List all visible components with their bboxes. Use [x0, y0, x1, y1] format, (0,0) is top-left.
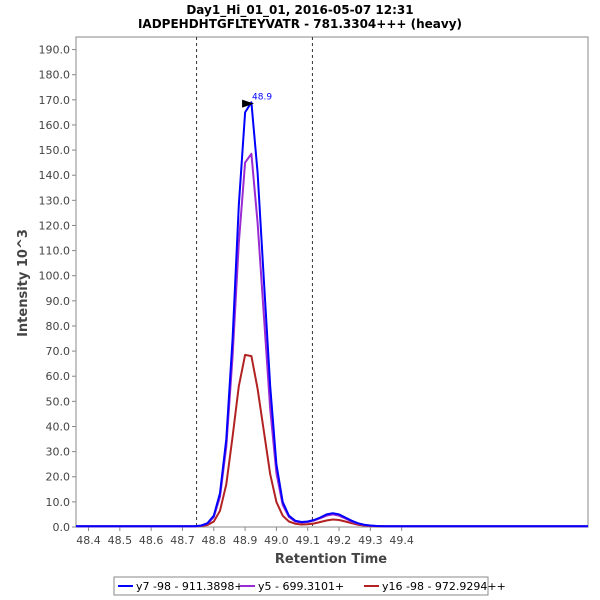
- y-tick-label: 0.0: [53, 521, 71, 534]
- peak-marker-icon: [242, 99, 255, 108]
- legend: y7 -98 - 911.3898+ y5 - 699.3101+ y16 -98 …: [113, 576, 506, 596]
- series-lines: [76, 101, 588, 528]
- x-tick-label: 49.3: [358, 534, 383, 547]
- y-tick-label: 30.0: [46, 446, 71, 459]
- chart-title: Day1_Hi_01_01, 2016-05-07 12:31: [186, 3, 413, 18]
- y-tick-label: 130.0: [39, 194, 71, 207]
- x-tick-label: 49.4: [389, 534, 414, 547]
- x-tick-label: 48.7: [170, 534, 195, 547]
- peak-annotation-label: 48.9: [252, 93, 272, 103]
- x-tick-label: 48.4: [76, 534, 101, 547]
- peak-boundaries: [196, 37, 313, 527]
- y-tick-label: 50.0: [46, 395, 71, 408]
- y-tick-label: 60.0: [46, 370, 71, 383]
- y-tick-label: 180.0: [39, 69, 71, 82]
- series-line: [76, 101, 588, 528]
- plot-area: [75, 36, 589, 528]
- x-tick-label: 48.5: [108, 534, 133, 547]
- x-tick-label: 49.0: [264, 534, 289, 547]
- legend-box: [113, 576, 489, 596]
- y-tick-label: 40.0: [46, 420, 71, 433]
- y-axis: 0.0 10.0 20.0 30.0 40.0 50.0 60.0 70.0 80.0 90.0 1…: [39, 44, 76, 534]
- x-tick-label: 48.6: [139, 534, 164, 547]
- y-tick-label: 160.0: [39, 119, 71, 132]
- x-tick-label: 48.9: [233, 534, 258, 547]
- legend-label: y7 -98 - 911.3898+: [136, 580, 244, 593]
- x-tick-label: 49.2: [327, 534, 352, 547]
- y-tick-label: 80.0: [46, 320, 71, 333]
- y-tick-label: 150.0: [39, 144, 71, 157]
- x-tick-label: 49.1: [295, 534, 320, 547]
- y-tick-label: 110.0: [39, 245, 71, 258]
- y-tick-label: 20.0: [46, 471, 71, 484]
- y-tick-label: 90.0: [46, 295, 71, 308]
- legend-label: y16 -98 - 972.9294++: [382, 580, 506, 593]
- y-tick-label: 10.0: [46, 496, 71, 509]
- y-tick-label: 70.0: [46, 345, 71, 358]
- x-tick-label: 48.8: [202, 534, 227, 547]
- x-axis: 48.4 48.5 48.6 48.7 48.8 48.9 49.0 49.1 49.2 49.3…: [76, 527, 414, 547]
- peak-annotation: 48.9: [242, 93, 272, 108]
- y-tick-label: 100.0: [39, 270, 71, 283]
- legend-label: y5 - 699.3101+: [258, 580, 344, 593]
- y-tick-label: 170.0: [39, 94, 71, 107]
- y-tick-label: 120.0: [39, 219, 71, 232]
- y-axis-label: Intensity 10^3: [16, 229, 31, 337]
- y-tick-label: 140.0: [39, 169, 71, 182]
- y-tick-label: 190.0: [39, 44, 71, 57]
- chart-subtitle: IADPEHDHTGFLTEYVATR - 781.3304+++ (heavy…: [138, 17, 462, 31]
- x-axis-label: Retention Time: [275, 552, 387, 567]
